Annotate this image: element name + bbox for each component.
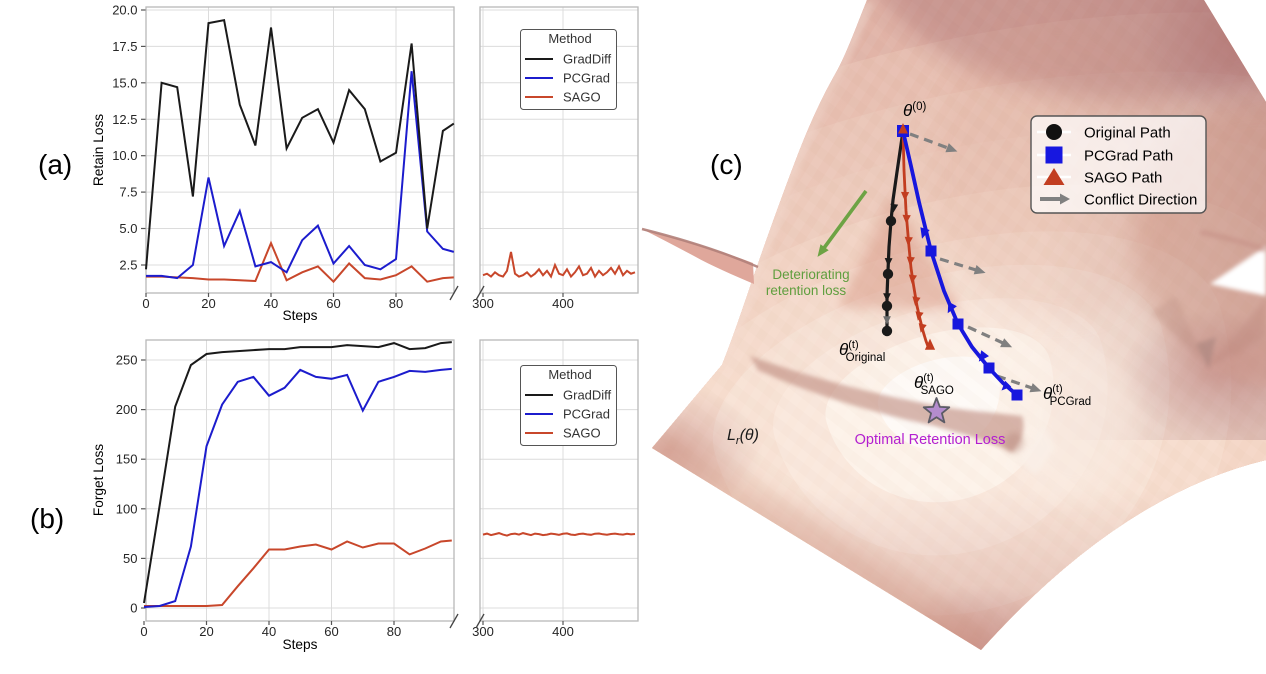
svg-text:12.5: 12.5 — [112, 112, 137, 127]
svg-text:Original Path: Original Path — [1084, 125, 1171, 142]
svg-text:(c): (c) — [710, 149, 743, 180]
svg-text:GradDiff: GradDiff — [563, 388, 612, 403]
svg-text:400: 400 — [552, 624, 574, 639]
svg-text:20.0: 20.0 — [112, 3, 137, 18]
svg-text:17.5: 17.5 — [112, 39, 137, 54]
svg-text:40: 40 — [264, 296, 278, 311]
svg-text:SAGO: SAGO — [563, 426, 601, 441]
svg-text:300: 300 — [472, 296, 494, 311]
svg-text:GradDiff: GradDiff — [563, 52, 612, 67]
svg-text:2.5: 2.5 — [119, 258, 137, 273]
svg-text:retention loss: retention loss — [766, 283, 847, 298]
svg-text:Deteriorating: Deteriorating — [772, 267, 849, 282]
svg-text:Steps: Steps — [282, 308, 317, 323]
svg-text:Steps: Steps — [282, 637, 317, 652]
svg-text:Retain Loss: Retain Loss — [91, 114, 106, 186]
svg-text:150: 150 — [116, 452, 138, 467]
svg-text:10.0: 10.0 — [112, 148, 137, 163]
svg-text:100: 100 — [116, 501, 138, 516]
svg-text:Method: Method — [548, 31, 591, 46]
svg-text:60: 60 — [324, 624, 338, 639]
svg-text:PCGrad: PCGrad — [563, 71, 610, 86]
svg-text:Optimal Retention Loss: Optimal Retention Loss — [855, 432, 1006, 448]
svg-text:SAGO: SAGO — [563, 90, 601, 105]
svg-text:7.5: 7.5 — [119, 185, 137, 200]
svg-text:80: 80 — [387, 624, 401, 639]
svg-text:50: 50 — [123, 551, 137, 566]
svg-text:80: 80 — [389, 296, 403, 311]
svg-text:0: 0 — [140, 624, 147, 639]
svg-text:5.0: 5.0 — [119, 221, 137, 236]
svg-text:60: 60 — [326, 296, 340, 311]
svg-text:300: 300 — [472, 624, 494, 639]
svg-text:(a): (a) — [38, 149, 72, 180]
svg-text:Forget Loss: Forget Loss — [91, 444, 106, 516]
svg-text:Lr(θ): Lr(θ) — [727, 427, 759, 447]
svg-text:0: 0 — [142, 296, 149, 311]
svg-text:20: 20 — [199, 624, 213, 639]
svg-text:40: 40 — [262, 624, 276, 639]
svg-text:0: 0 — [130, 601, 137, 616]
svg-text:Method: Method — [548, 367, 591, 382]
svg-text:20: 20 — [201, 296, 215, 311]
svg-text:PCGrad Path: PCGrad Path — [1084, 148, 1173, 165]
svg-text:200: 200 — [116, 402, 138, 417]
svg-text:250: 250 — [116, 353, 138, 368]
svg-text:SAGO Path: SAGO Path — [1084, 170, 1162, 187]
svg-text:15.0: 15.0 — [112, 75, 137, 90]
svg-text:Conflict Direction: Conflict Direction — [1084, 192, 1197, 209]
svg-text:PCGrad: PCGrad — [563, 407, 610, 422]
svg-text:400: 400 — [552, 296, 574, 311]
svg-text:(b): (b) — [30, 503, 64, 534]
